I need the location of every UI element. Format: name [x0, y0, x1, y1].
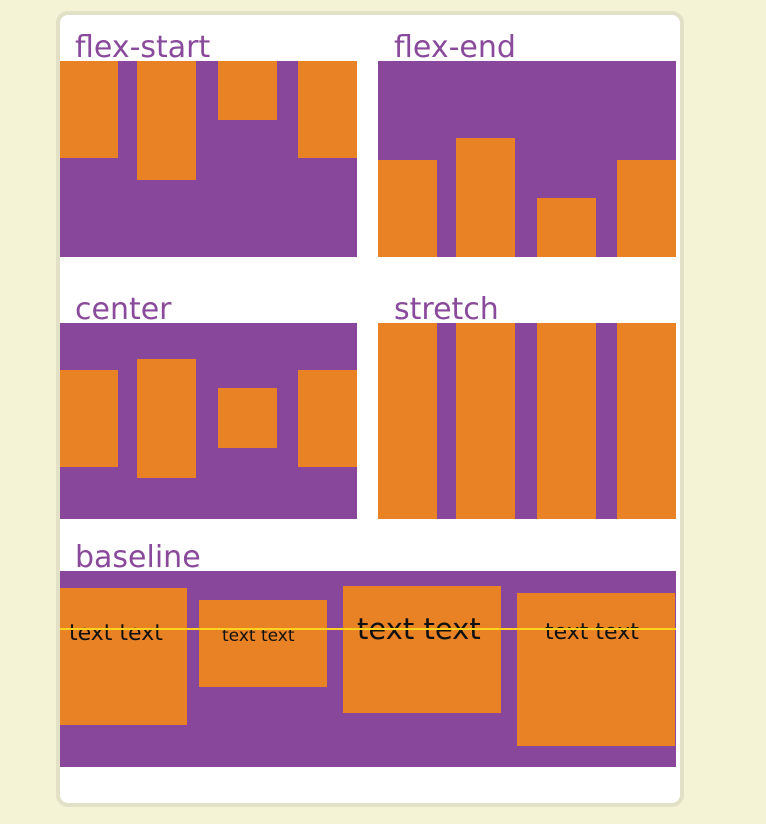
flex-end-item-4 [617, 160, 676, 257]
center-item-1 [60, 370, 118, 467]
flex-start-item-3 [218, 61, 277, 120]
stretch-item-2 [456, 323, 515, 519]
flex-end-item-1 [378, 160, 437, 257]
flex-start-item-1 [60, 61, 118, 158]
flex-start-item-2 [137, 61, 196, 180]
flex-start-label: flex-start [75, 30, 211, 65]
center-item-4 [298, 370, 357, 467]
baseline-item-2-text: text text [222, 626, 295, 646]
stretch-item-3 [537, 323, 596, 519]
baseline-item-2: text text [199, 600, 327, 687]
flex-end-item-3 [537, 198, 596, 257]
baseline-item-1: text text [60, 588, 187, 725]
stretch-item-1 [378, 323, 437, 519]
baseline-item-1-text: text text [69, 621, 163, 646]
baseline-item-3: text text [343, 586, 501, 713]
flex-start-item-4 [298, 61, 357, 158]
flex-start-container [60, 61, 357, 257]
center-container [60, 323, 357, 519]
center-item-2 [137, 359, 196, 478]
center-label: center [75, 292, 172, 327]
flex-end-label: flex-end [394, 30, 516, 65]
flex-end-container [378, 61, 676, 257]
baseline-item-4-text: text text [545, 620, 639, 645]
stretch-container [378, 323, 676, 519]
center-item-3 [218, 388, 277, 448]
baseline-guide-line [60, 628, 676, 630]
baseline-container: text text text text text text text text [60, 571, 676, 767]
baseline-label: baseline [75, 540, 201, 575]
stretch-item-4 [617, 323, 676, 519]
baseline-item-4: text text [517, 593, 675, 746]
stretch-label: stretch [394, 292, 499, 327]
flex-end-item-2 [456, 138, 515, 257]
